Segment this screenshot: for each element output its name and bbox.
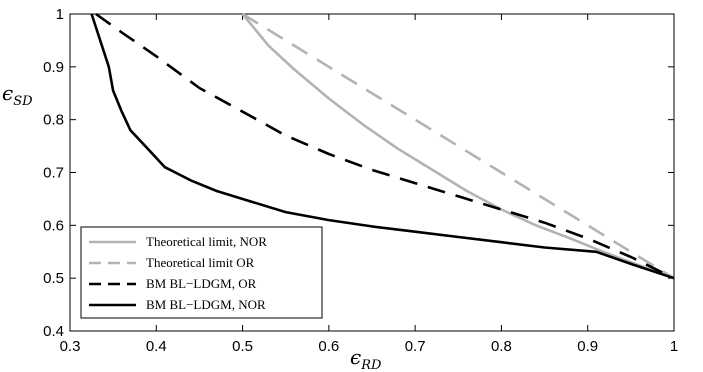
x-tick-label: 0.3 xyxy=(60,338,81,355)
x-tick-label: 0.8 xyxy=(491,338,512,355)
legend-label: BM BL−LDGM, NOR xyxy=(146,297,266,312)
y-tick-label: 0.8 xyxy=(43,112,64,129)
legend-label: Theoretical limit OR xyxy=(146,255,255,270)
x-tick-label: 0.9 xyxy=(577,338,598,355)
series-line-theoretical-limit-or xyxy=(241,12,675,280)
x-tick-label: 0.7 xyxy=(405,338,426,355)
y-tick-label: 0.9 xyxy=(43,59,64,76)
y-tick-label: 0.7 xyxy=(43,165,64,182)
series-layer xyxy=(90,12,675,280)
x-tick-label: 1 xyxy=(670,338,678,355)
series-line-theoretical-limit-nor xyxy=(241,13,675,280)
series-line-bm-bl-ldgm-or xyxy=(95,12,675,280)
x-tick-label: 0.4 xyxy=(146,338,167,355)
legend-label: Theoretical limit, NOR xyxy=(146,234,267,249)
x-tick-label: 0.6 xyxy=(318,338,339,355)
legend-label: BM BL−LDGM, OR xyxy=(146,276,257,291)
legend: Theoretical limit, NOR Theoretical limit … xyxy=(80,226,323,319)
x-axis: 0.3 0.4 0.5 0.6 0.7 0.8 0.9 1 xyxy=(60,14,678,355)
x-axis-label: ϵRD xyxy=(350,345,382,372)
y-tick-label: 1 xyxy=(56,6,64,23)
series-line-bm-bl-ldgm-nor xyxy=(90,13,675,280)
y-tick-label: 0.4 xyxy=(43,323,64,340)
x-tick-label: 0.5 xyxy=(232,338,253,355)
y-tick-label: 0.6 xyxy=(43,217,64,234)
y-tick-label: 0.5 xyxy=(43,270,64,287)
y-axis: 0.4 0.5 0.6 0.7 0.8 0.9 1 xyxy=(43,6,674,340)
y-axis-label: ϵSD xyxy=(2,81,33,109)
